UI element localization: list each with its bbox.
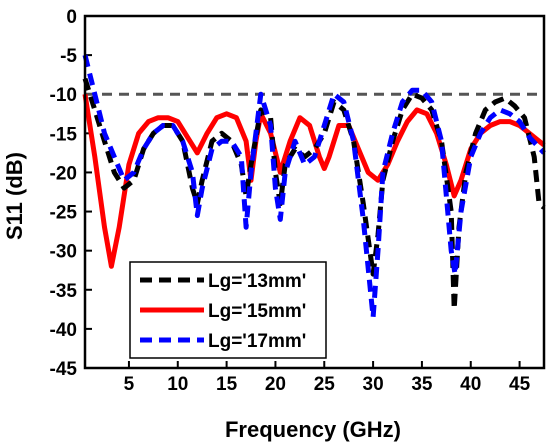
legend-label: Lg='17mm': [208, 331, 306, 352]
legend-label: Lg='13mm': [208, 271, 306, 292]
series-layer: [82, 54, 546, 320]
x-tick-label: 20: [265, 374, 286, 395]
x-tick-label: 40: [460, 374, 481, 395]
y-tick-label: -30: [50, 242, 77, 263]
x-axis-label: Frequency (GHz): [225, 417, 401, 442]
y-tick-label: -35: [50, 281, 78, 302]
y-axis-label: S11 (dB): [2, 152, 27, 240]
x-tick-label: 35: [411, 374, 433, 395]
x-tick-label: 30: [363, 374, 384, 395]
y-tick-label: -20: [50, 163, 77, 184]
y-tick-label: 0: [66, 7, 77, 28]
y-tick-label: -5: [60, 46, 77, 67]
y-tick-label: -25: [50, 203, 78, 224]
x-tick-label: 45: [509, 374, 531, 395]
x-tick-label: 10: [167, 374, 188, 395]
legend: Lg='13mm' Lg='15mm' Lg='17mm': [129, 261, 327, 359]
plot-frame: [83, 14, 546, 370]
y-tick-label: -10: [50, 85, 77, 106]
series-line-1: [82, 93, 546, 269]
x-tick-label: 15: [216, 374, 238, 395]
x-tick-label: 5: [124, 374, 135, 395]
legend-label: Lg='15mm': [208, 301, 306, 322]
y-tick-label: -40: [50, 320, 77, 341]
x-tick-label: 25: [314, 374, 336, 395]
y-tick-label: -15: [50, 124, 78, 145]
y-tick-label: -45: [50, 359, 78, 380]
